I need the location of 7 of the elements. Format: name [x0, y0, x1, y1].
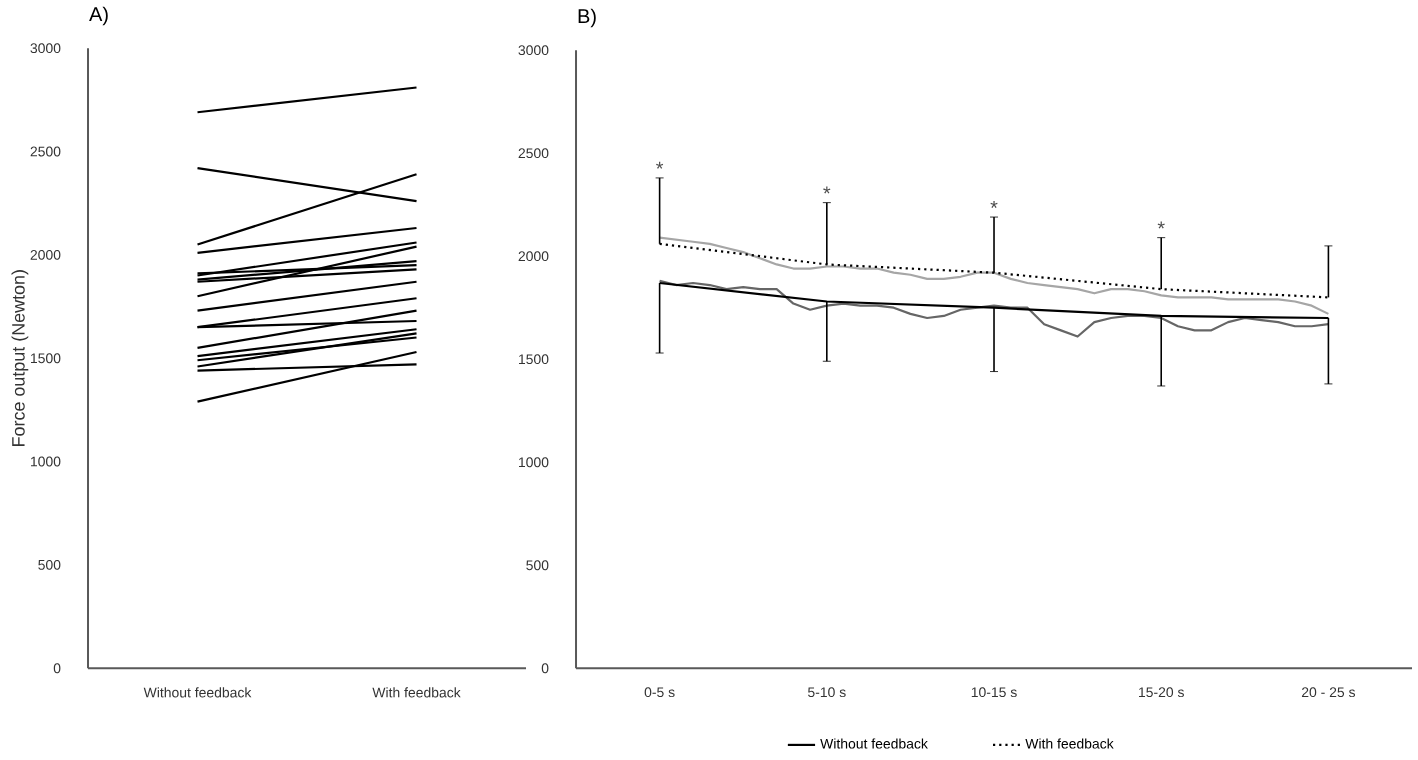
annotation: *: [823, 186, 831, 194]
annotation: *: [656, 162, 664, 170]
chart-title: A): [89, 6, 108, 26]
chart-title: B): [578, 8, 596, 28]
y-axis-title: Force output (Newton): [11, 270, 29, 447]
annotation: *: [1157, 221, 1165, 229]
annotation: *: [990, 201, 998, 209]
